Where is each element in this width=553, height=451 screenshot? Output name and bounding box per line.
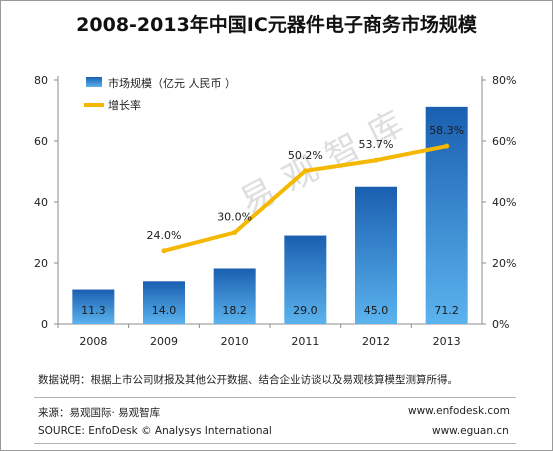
y-tick-label-left: 40 <box>34 196 48 209</box>
x-tick-label: 2008 <box>79 335 107 348</box>
y-tick-label-left: 60 <box>34 135 48 148</box>
source-url-enfodesk: www.enfodesk.com <box>408 405 510 417</box>
x-tick-label: 2013 <box>433 335 461 348</box>
source-en: SOURCE: EnfoDesk © Analysys Internationa… <box>38 425 272 437</box>
bar-value-label: 29.0 <box>293 304 318 317</box>
growth-value-label: 30.0% <box>217 211 252 224</box>
x-tick-label: 2009 <box>150 335 178 348</box>
bar-value-label: 11.3 <box>81 304 106 317</box>
growth-point <box>444 143 450 149</box>
data-note: 数据说明：根据上市公司财报及其他公开数据、结合企业访谈以及易观核算模型测算所得。 <box>38 374 458 386</box>
growth-value-label: 58.3% <box>429 124 464 137</box>
y-tick-label-left: 80 <box>34 74 48 87</box>
growth-point <box>232 230 238 235</box>
bar <box>72 289 115 324</box>
bar-value-label: 14.0 <box>152 304 177 317</box>
x-tick-label: 2010 <box>221 335 249 348</box>
growth-value-label: 50.2% <box>288 149 323 162</box>
x-tick-label: 2012 <box>362 335 390 348</box>
y-tick-label-right: 0% <box>492 318 509 331</box>
growth-point <box>302 168 308 174</box>
y-tick-label-right: 20% <box>492 257 516 270</box>
y-tick-label-left: 0 <box>41 318 48 331</box>
y-tick-label-right: 60% <box>492 135 516 148</box>
source-url-eguan: www.eguan.cn <box>432 425 509 437</box>
legend-label-bar: 市场规模（亿元 人民币 ） <box>108 76 236 90</box>
bar <box>355 186 397 324</box>
y-tick-label-left: 20 <box>34 257 48 270</box>
growth-point <box>373 157 379 163</box>
growth-point <box>161 248 167 254</box>
x-tick-label: 2011 <box>291 335 319 348</box>
growth-value-label: 53.7% <box>359 138 394 151</box>
legend-swatch-bar <box>86 77 102 87</box>
bar-value-label: 18.2 <box>222 304 247 317</box>
legend-label-line: 增长率 <box>108 98 141 112</box>
divider-top <box>34 397 516 398</box>
divider-bottom <box>34 443 516 444</box>
bar <box>284 235 327 324</box>
bar <box>425 106 468 324</box>
y-tick-label-right: 80% <box>492 74 516 87</box>
bar-value-label: 71.2 <box>434 304 459 317</box>
bar <box>143 281 185 324</box>
growth-value-label: 24.0% <box>147 229 182 242</box>
y-tick-label-right: 40% <box>492 196 516 209</box>
bar-value-label: 45.0 <box>364 304 389 317</box>
bar <box>213 268 256 324</box>
chart-title: 2008-2013年中国IC元器件电子商务市场规模 <box>76 14 477 36</box>
source-cn: 来源：易观国际· 易观智库 <box>38 407 161 419</box>
